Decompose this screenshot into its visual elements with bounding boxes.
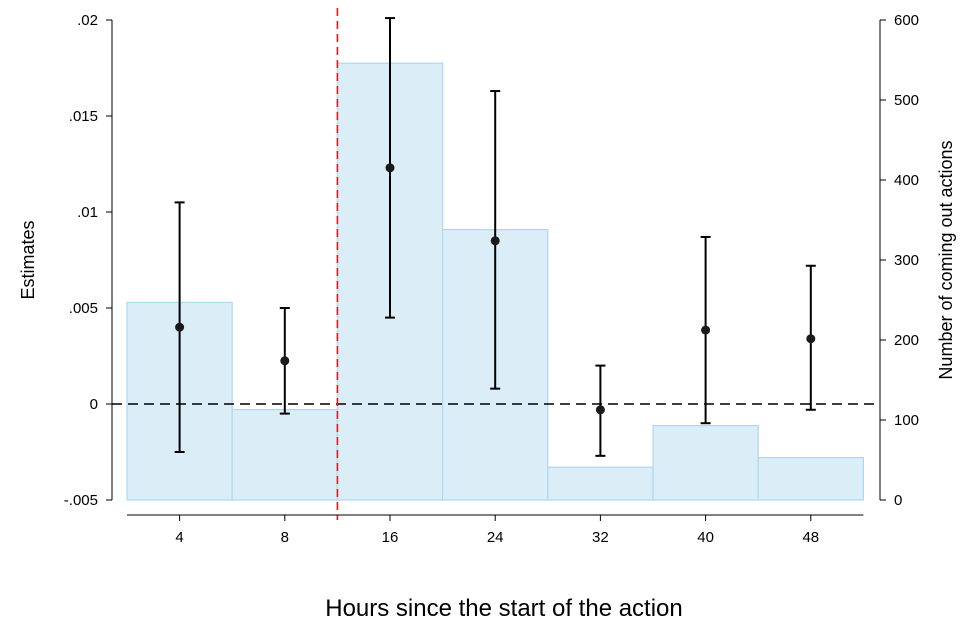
estimate-point-48 [806,334,816,344]
x-tick-label: 24 [487,529,504,546]
y-right-axis-title: Number of coming out actions [936,140,956,379]
y-left-axis-title: Estimates [18,220,38,299]
y-left-tick-label: 0 [90,396,98,413]
y-left-tick-label: .02 [77,12,98,29]
y-right-tick-label: 100 [894,412,919,429]
tick-labels: .02 .015 .01 .005 0 -.005 600 500 400 300 200 100 0 4… [64,12,919,546]
x-axis-title: Hours since the start of the action [325,595,683,622]
x-tick-label: 16 [382,529,399,546]
axes [106,19,886,521]
estimate-point-4 [175,322,185,332]
estimate-point-24 [490,236,500,246]
y-left-tick-label: -.005 [64,492,98,509]
x-tick-label: 48 [802,529,819,546]
y-right-tick-label: 0 [894,492,902,509]
bar-8 [231,409,338,501]
estimate-point-8 [280,356,290,366]
y-left-tick-label: .005 [69,300,98,317]
y-right-tick-label: 300 [894,252,919,269]
bar-48 [757,457,865,501]
x-tick-label: 4 [175,529,183,546]
estimate-series [174,17,816,457]
x-tick-label: 8 [281,529,289,546]
bar-32 [547,466,654,501]
y-right-tick-label: 400 [894,172,919,189]
y-left-tick-label: .01 [77,204,98,221]
y-right-tick-label: 500 [894,92,919,109]
x-tick-label: 40 [697,529,714,546]
estimate-point-32 [595,405,605,415]
estimate-point-16 [385,163,395,173]
estimate-point-40 [701,325,711,335]
bar-40 [652,425,759,501]
reference-lines [112,8,880,520]
y-right-tick-label: 200 [894,332,919,349]
x-tick-label: 32 [592,529,609,546]
y-left-tick-label: .015 [69,108,98,125]
y-right-tick-label: 600 [894,12,919,29]
